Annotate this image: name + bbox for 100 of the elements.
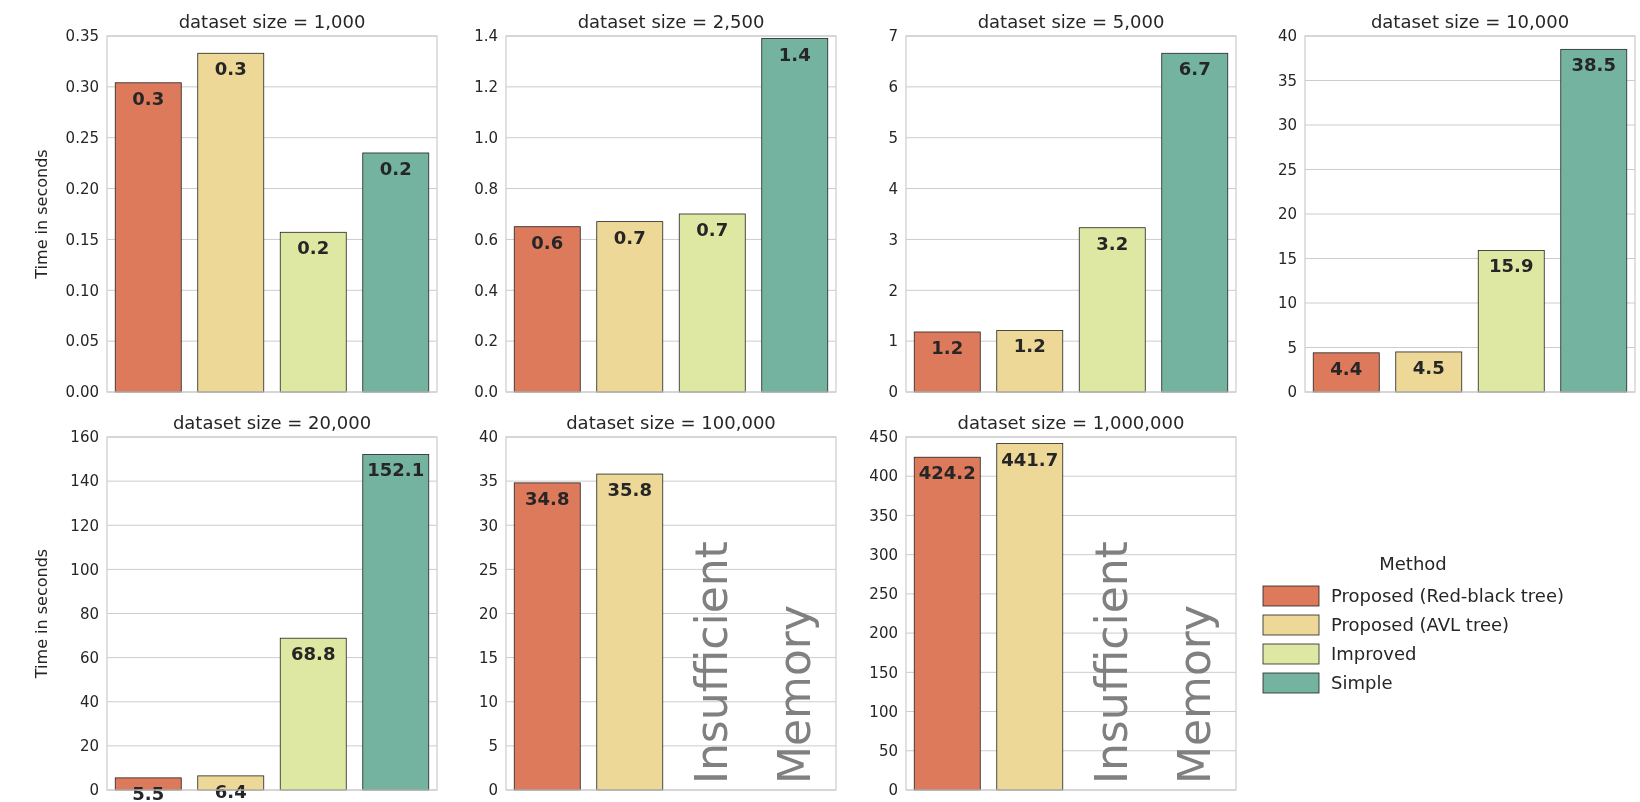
- bar: [1161, 52, 1229, 393]
- y-tick-label: 20: [478, 604, 498, 623]
- y-tick-label: 0.0: [474, 383, 498, 402]
- y-tick-label: 350: [869, 506, 898, 525]
- data-label: 15.9: [1489, 255, 1534, 277]
- data-label: 6.7: [1178, 58, 1211, 80]
- data-label: 441.7: [1001, 448, 1059, 470]
- y-tick-label: 20: [79, 737, 99, 756]
- data-label: 68.8: [291, 643, 336, 665]
- chart-title: dataset size = 1,000: [178, 11, 366, 32]
- legend-title: Method: [1379, 553, 1447, 574]
- data-label: 0.3: [132, 87, 165, 109]
- bar: [279, 231, 347, 393]
- y-tick-label: 20: [1277, 205, 1297, 224]
- y-tick-label: 15: [1277, 249, 1297, 268]
- data-label: 0.3: [214, 58, 247, 80]
- chart-title: dataset size = 2,500: [577, 11, 765, 32]
- data-label: 1.2: [931, 336, 964, 358]
- chart-title: dataset size = 100,000: [566, 412, 776, 433]
- y-tick-label: 40: [1277, 27, 1297, 46]
- y-tick-label: 35: [1277, 71, 1297, 90]
- y-tick-label: 2: [888, 281, 898, 300]
- y-tick-label: 1.2: [474, 78, 498, 97]
- bar: [362, 454, 430, 791]
- chart-title: dataset size = 10,000: [1370, 11, 1570, 32]
- bar: [996, 330, 1064, 393]
- y-tick-label: 30: [1277, 116, 1297, 135]
- y-tick-label: 25: [478, 560, 498, 579]
- y-tick-label: 10: [478, 693, 498, 711]
- y-tick-label: 5: [888, 128, 898, 147]
- bar: [678, 213, 746, 393]
- bar: [197, 52, 265, 393]
- data-label: 4.4: [1330, 357, 1363, 379]
- data-label: 1.4: [778, 43, 811, 65]
- bar: [513, 226, 581, 393]
- bar: [1477, 250, 1545, 393]
- y-tick-label: 0.35: [65, 27, 99, 46]
- y-tick-label: 0: [888, 781, 898, 800]
- data-label: 0.7: [696, 219, 729, 240]
- bar: [1078, 227, 1146, 393]
- y-tick-label: 7: [888, 27, 898, 46]
- data-label: 34.8: [525, 487, 570, 509]
- bar: [596, 221, 664, 393]
- bar: [114, 82, 182, 393]
- y-tick-label: 100: [869, 702, 898, 721]
- y-axis-title: Time in seconds: [32, 548, 51, 680]
- annotation: Insufficient: [1086, 541, 1138, 784]
- bar: [279, 637, 347, 791]
- y-tick-label: 80: [79, 604, 99, 623]
- y-tick-label: 40: [478, 428, 498, 447]
- y-tick-label: 100: [70, 560, 99, 579]
- legend-label: Improved: [1331, 643, 1417, 665]
- y-tick-label: 250: [869, 585, 898, 604]
- bar: [1395, 351, 1463, 393]
- y-tick-label: 450: [869, 428, 898, 447]
- y-tick-label: 0.05: [65, 332, 99, 351]
- y-tick-label: 0: [488, 781, 498, 800]
- y-tick-label: 0.30: [65, 78, 99, 97]
- y-tick-label: 0.25: [65, 128, 99, 147]
- chart-title: dataset size = 5,000: [977, 11, 1165, 32]
- data-label: 424.2: [918, 462, 976, 484]
- y-tick-label: 1.0: [474, 128, 498, 147]
- data-label: 35.8: [607, 479, 652, 501]
- chart-title: dataset size = 20,000: [172, 412, 372, 433]
- annotation: Memory: [768, 605, 820, 784]
- y-tick-label: 0.20: [65, 179, 99, 198]
- y-tick-label: 10: [1277, 294, 1297, 313]
- y-tick-label: 400: [869, 467, 898, 486]
- y-axis-title: Time in seconds: [32, 149, 51, 280]
- y-tick-label: 300: [869, 545, 898, 564]
- y-tick-label: 35: [478, 472, 498, 491]
- legend-label: Simple: [1331, 672, 1393, 694]
- bar: [913, 331, 981, 393]
- y-tick-label: 25: [1277, 160, 1297, 179]
- y-tick-label: 120: [70, 516, 99, 535]
- y-tick-label: 0.15: [65, 230, 99, 249]
- y-tick-label: 3: [888, 230, 898, 249]
- y-tick-label: 50: [878, 742, 898, 761]
- bar: [761, 38, 829, 393]
- data-label: 0.2: [379, 157, 412, 179]
- data-label: 5.5: [132, 782, 165, 802]
- y-tick-label: 60: [79, 648, 99, 667]
- data-label: 3.2: [1096, 232, 1129, 254]
- annotation: Insufficient: [686, 541, 738, 784]
- data-label: 1.2: [1013, 335, 1046, 357]
- bar: [362, 152, 430, 393]
- y-tick-label: 0: [89, 781, 99, 800]
- data-label: 152.1: [367, 459, 425, 481]
- bar: [1560, 48, 1628, 393]
- y-tick-label: 0.00: [65, 383, 99, 402]
- data-label: 38.5: [1571, 54, 1616, 76]
- y-tick-label: 5: [1287, 338, 1297, 357]
- data-label: 4.5: [1412, 356, 1445, 378]
- y-tick-label: 0.6: [474, 230, 498, 249]
- y-tick-label: 0.2: [474, 332, 498, 351]
- y-tick-label: 150: [869, 663, 898, 682]
- y-tick-label: 40: [79, 693, 99, 711]
- y-tick-label: 1: [888, 332, 898, 351]
- y-tick-label: 4: [888, 179, 898, 198]
- y-tick-label: 15: [478, 648, 498, 667]
